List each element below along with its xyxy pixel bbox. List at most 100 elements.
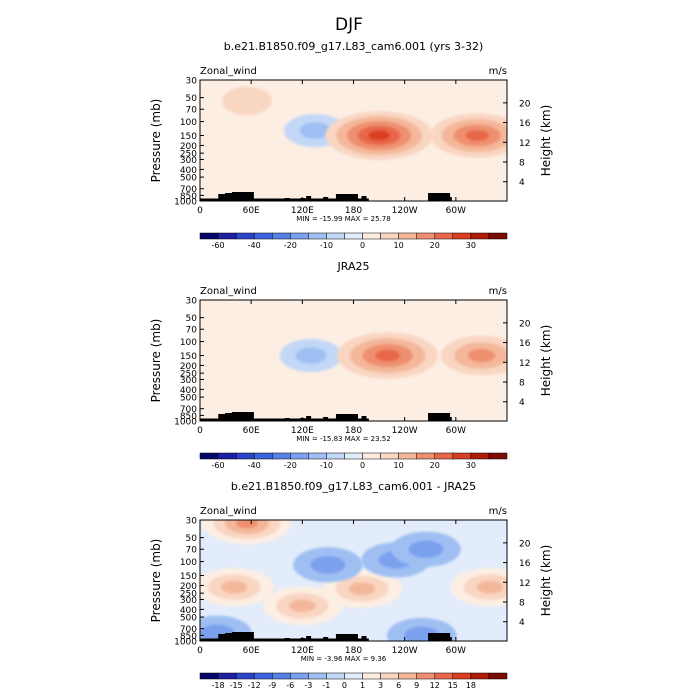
x-tick-label: 120W bbox=[392, 206, 418, 216]
colorbar-label: -40 bbox=[248, 241, 261, 250]
topography-bar bbox=[228, 195, 234, 201]
y-tick-label: 200 bbox=[180, 142, 197, 152]
colorbar-label: -6 bbox=[286, 681, 294, 690]
y-tick-label: 500 bbox=[180, 394, 197, 404]
x-tick-label: 0 bbox=[197, 206, 203, 216]
units-label: m/s bbox=[489, 66, 507, 77]
y-tick-label: 1000 bbox=[174, 418, 197, 428]
right-tick-label: 20 bbox=[519, 539, 531, 549]
variable-label: Zonal_wind bbox=[200, 506, 257, 517]
x-tick-label: 180 bbox=[345, 426, 362, 436]
colorbar-swatch bbox=[290, 672, 309, 680]
y-axis-label-right: Height (km) bbox=[539, 325, 553, 396]
contour-feature bbox=[440, 335, 507, 376]
x-tick-label: 120W bbox=[392, 426, 418, 436]
colorbar-label: 15 bbox=[448, 681, 458, 690]
plot-area bbox=[200, 520, 507, 641]
y-tick-label: 70 bbox=[186, 326, 198, 336]
contour-band bbox=[289, 599, 316, 613]
topography-bar bbox=[446, 637, 452, 641]
colorbar-swatch bbox=[398, 672, 417, 680]
y-tick-label: 1000 bbox=[174, 638, 197, 648]
colorbar-label: -1 bbox=[322, 681, 330, 690]
colorbar-label: -15 bbox=[230, 681, 243, 690]
colorbar-swatch bbox=[217, 672, 237, 680]
colorbar-swatch bbox=[362, 672, 381, 680]
x-tick-label: 120E bbox=[291, 646, 314, 656]
colorbar-swatch bbox=[217, 232, 237, 240]
colorbar-label: 9 bbox=[414, 681, 419, 690]
colorbar-swatch bbox=[308, 452, 327, 460]
contour-band bbox=[220, 580, 248, 594]
y-tick-label: 300 bbox=[180, 156, 197, 166]
x-tick-label: 60W bbox=[446, 646, 466, 656]
min-max-label: MIN = -15.99 MAX = 25.78 bbox=[296, 215, 390, 223]
y-tick-label: 700 bbox=[180, 185, 197, 195]
y-tick-label: 850 bbox=[180, 412, 197, 422]
colorbar-label: 20 bbox=[430, 241, 440, 250]
colorbar-swatch bbox=[380, 232, 399, 240]
y-axis-label: Pressure (mb) bbox=[149, 99, 163, 183]
min-max-label: MIN = -15.83 MAX = 23.52 bbox=[296, 435, 390, 443]
topography-bar bbox=[428, 193, 451, 201]
contour-feature bbox=[202, 520, 292, 545]
colorbar-label: -10 bbox=[320, 461, 333, 470]
right-tick-label: 8 bbox=[519, 379, 525, 389]
min-max-label: MIN = -3.96 MAX = 9.36 bbox=[301, 655, 387, 663]
right-tick-label: 4 bbox=[519, 618, 525, 628]
panels: b.e21.B1850.f09_g17.L83_cam6.001 (yrs 3-… bbox=[149, 40, 553, 690]
colorbar-swatch bbox=[452, 232, 472, 240]
contour-feature bbox=[279, 338, 343, 373]
colorbar-swatch bbox=[488, 232, 508, 240]
colorbar-label: 3 bbox=[378, 681, 383, 690]
colorbar-swatch bbox=[271, 232, 291, 240]
plot-area bbox=[200, 80, 507, 201]
colorbar: -60 -40 -20 -10 0 10 20 30 bbox=[199, 452, 508, 470]
colorbar-swatch bbox=[362, 452, 381, 460]
colorbar-swatch bbox=[253, 232, 273, 240]
contour-feature bbox=[391, 531, 461, 567]
x-tick-label: 180 bbox=[345, 206, 362, 216]
colorbar-label: 0 bbox=[360, 461, 365, 470]
colorbar-label: -20 bbox=[284, 241, 297, 250]
colorbar-label: -3 bbox=[304, 681, 312, 690]
x-tick-label: 60W bbox=[446, 426, 466, 436]
colorbar-swatch bbox=[488, 672, 508, 680]
colorbar-swatch bbox=[362, 232, 381, 240]
y-axis-label-right: Height (km) bbox=[539, 105, 553, 176]
colorbar-swatch bbox=[344, 232, 363, 240]
colorbar-swatch bbox=[380, 452, 399, 460]
colorbar-swatch bbox=[380, 672, 399, 680]
colorbar-swatch bbox=[290, 232, 309, 240]
units-label: m/s bbox=[489, 506, 507, 517]
colorbar-label: -12 bbox=[248, 681, 261, 690]
colorbar-swatch bbox=[452, 452, 472, 460]
x-tick-label: 180 bbox=[345, 646, 362, 656]
contour-band bbox=[222, 86, 272, 116]
colorbar-swatch bbox=[398, 452, 417, 460]
colorbar-swatch bbox=[416, 452, 436, 460]
x-tick-label: 60W bbox=[446, 206, 466, 216]
y-tick-label: 850 bbox=[180, 632, 197, 642]
x-tick-label: 120E bbox=[291, 426, 314, 436]
y-tick-label: 50 bbox=[186, 94, 198, 104]
right-tick-label: 20 bbox=[519, 319, 531, 329]
colorbar-label: 20 bbox=[430, 461, 440, 470]
y-tick-label: 100 bbox=[180, 118, 197, 128]
y-tick-label: 150 bbox=[180, 352, 197, 362]
colorbar-label: 12 bbox=[430, 681, 440, 690]
y-tick-label: 30 bbox=[186, 517, 198, 527]
colorbar-swatch bbox=[235, 452, 255, 460]
contour-band bbox=[408, 540, 444, 559]
colorbar: -18 -15 -12 -9 -6 -3 -1 0 1 3 6 9 12 15 18 bbox=[199, 672, 508, 690]
contour-band bbox=[465, 130, 489, 142]
panel-title: JRA25 bbox=[337, 260, 370, 273]
y-tick-label: 700 bbox=[180, 625, 197, 635]
colorbar-label: -20 bbox=[284, 461, 297, 470]
colorbar-swatch bbox=[398, 232, 417, 240]
colorbar-swatch bbox=[308, 232, 327, 240]
topography-bar bbox=[335, 414, 358, 421]
colorbar-swatch bbox=[434, 672, 454, 680]
contour-feature bbox=[337, 332, 439, 379]
contour-feature bbox=[450, 567, 507, 607]
